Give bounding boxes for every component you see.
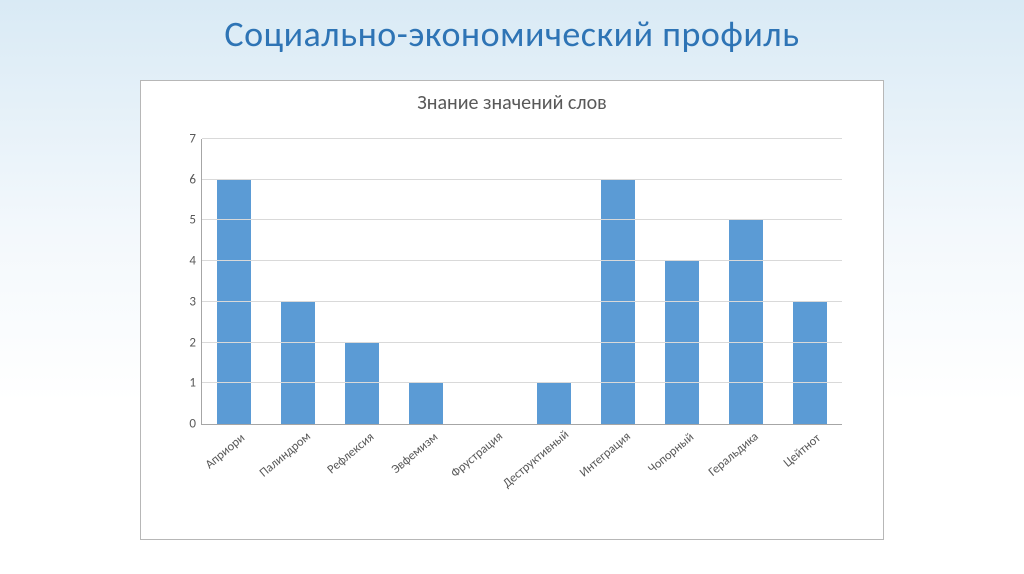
bar-slot — [330, 139, 394, 424]
gridline — [202, 179, 842, 180]
x-tick-label: Цейтнот — [792, 421, 835, 461]
y-tick-label: 6 — [189, 172, 196, 187]
x-label-slot: Геральдика — [713, 429, 777, 529]
gridline — [202, 138, 842, 139]
bar — [281, 302, 314, 424]
x-tick-label: Априори — [215, 420, 261, 462]
y-tick-label: 5 — [189, 213, 196, 228]
bar-slot — [522, 139, 586, 424]
y-tick-label: 2 — [189, 335, 196, 350]
bar — [217, 180, 250, 424]
bar — [537, 383, 570, 424]
bar-slot — [650, 139, 714, 424]
gridline — [202, 382, 842, 383]
x-label-slot: Интеграция — [585, 429, 649, 529]
bar — [793, 302, 826, 424]
bar — [665, 261, 698, 424]
x-label-slot: Деструктивный — [521, 429, 585, 529]
bar-slot — [586, 139, 650, 424]
bars-group — [202, 139, 842, 424]
chart-container: Знание значений слов 01234567 АприориПал… — [140, 80, 884, 540]
x-label-slot: Эвфемизм — [393, 429, 457, 529]
gridline — [202, 301, 842, 302]
y-tick-label: 3 — [189, 294, 196, 309]
bar-slot — [714, 139, 778, 424]
x-label-slot: Чопорный — [649, 429, 713, 529]
x-label-slot: Априори — [201, 429, 265, 529]
gridline — [202, 219, 842, 220]
page-title: Социально-экономический профиль — [0, 12, 1024, 56]
bar-slot — [202, 139, 266, 424]
bar — [601, 180, 634, 424]
x-label-slot: Рефлексия — [329, 429, 393, 529]
y-tick-label: 7 — [189, 132, 196, 147]
x-label-slot: Палиндром — [265, 429, 329, 529]
bar-slot — [458, 139, 522, 424]
gridline — [202, 342, 842, 343]
x-labels-group: АприориПалиндромРефлексияЭвфемизмФрустра… — [201, 429, 841, 529]
gridline — [202, 260, 842, 261]
plot-area: 01234567 — [201, 139, 842, 425]
y-tick-label: 0 — [189, 417, 196, 432]
y-tick-label: 4 — [189, 254, 196, 269]
x-label-slot: Цейтнот — [777, 429, 841, 529]
y-tick-label: 1 — [189, 376, 196, 391]
bar — [409, 383, 442, 424]
bar-slot — [266, 139, 330, 424]
bar — [729, 220, 762, 424]
bar-slot — [778, 139, 842, 424]
bar-slot — [394, 139, 458, 424]
chart-title: Знание значений слов — [141, 91, 883, 115]
